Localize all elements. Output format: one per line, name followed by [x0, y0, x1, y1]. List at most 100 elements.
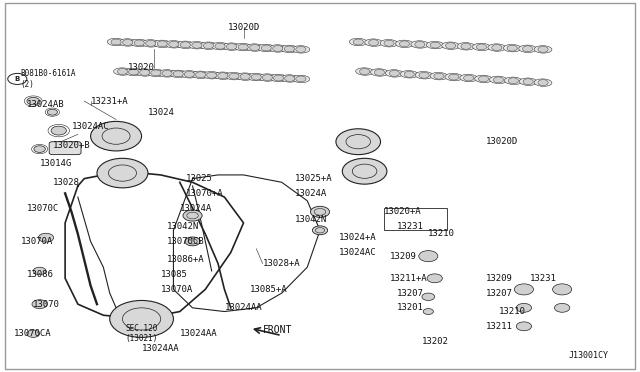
Circle shape — [122, 39, 132, 45]
Circle shape — [516, 322, 532, 331]
Circle shape — [157, 41, 168, 47]
Ellipse shape — [188, 42, 206, 49]
Text: 13024AC: 13024AC — [339, 248, 377, 257]
Circle shape — [240, 74, 250, 80]
Ellipse shape — [349, 38, 367, 46]
Text: 13024: 13024 — [148, 108, 175, 117]
Text: 13028+A: 13028+A — [262, 259, 300, 268]
Circle shape — [184, 71, 195, 77]
Text: 13020+A: 13020+A — [384, 207, 421, 217]
Circle shape — [463, 75, 474, 81]
Ellipse shape — [170, 70, 187, 77]
Ellipse shape — [225, 73, 243, 80]
Circle shape — [422, 293, 435, 301]
Ellipse shape — [380, 39, 398, 47]
Circle shape — [34, 146, 45, 153]
Text: 13024A: 13024A — [180, 203, 212, 213]
Ellipse shape — [371, 69, 388, 76]
Ellipse shape — [503, 45, 521, 52]
Ellipse shape — [180, 71, 198, 78]
Text: 13020: 13020 — [127, 63, 154, 72]
Circle shape — [273, 45, 283, 51]
Text: J13001CY: J13001CY — [568, 351, 609, 360]
Text: 13024AB: 13024AB — [27, 100, 65, 109]
Ellipse shape — [214, 72, 232, 79]
Circle shape — [195, 72, 205, 78]
Circle shape — [538, 80, 548, 86]
Circle shape — [207, 72, 217, 78]
Ellipse shape — [292, 46, 310, 53]
Circle shape — [284, 46, 294, 52]
Text: 13211+A: 13211+A — [390, 274, 428, 283]
Text: 13209: 13209 — [486, 274, 513, 283]
Bar — [384, 208, 447, 230]
Ellipse shape — [107, 38, 125, 46]
Circle shape — [538, 46, 548, 52]
Circle shape — [229, 73, 239, 79]
Ellipse shape — [200, 42, 218, 49]
Circle shape — [369, 40, 379, 46]
Circle shape — [151, 70, 161, 76]
Circle shape — [492, 45, 502, 51]
Ellipse shape — [203, 71, 221, 79]
Ellipse shape — [280, 45, 298, 52]
Text: 13042N: 13042N — [294, 215, 327, 224]
Circle shape — [461, 44, 471, 49]
Circle shape — [508, 78, 518, 84]
Ellipse shape — [472, 43, 490, 51]
Circle shape — [389, 70, 399, 76]
Circle shape — [192, 42, 202, 48]
Ellipse shape — [177, 41, 195, 48]
Ellipse shape — [365, 39, 383, 46]
Ellipse shape — [534, 46, 552, 53]
Ellipse shape — [430, 73, 448, 80]
Ellipse shape — [131, 39, 148, 46]
Circle shape — [273, 75, 284, 81]
Ellipse shape — [136, 69, 154, 76]
Circle shape — [516, 304, 532, 312]
Text: 13024AA: 13024AA — [225, 303, 262, 312]
Circle shape — [419, 251, 438, 262]
Ellipse shape — [460, 74, 477, 82]
Text: 13024A: 13024A — [294, 189, 327, 198]
Circle shape — [117, 68, 127, 74]
Ellipse shape — [518, 45, 536, 52]
Text: 13070A: 13070A — [20, 237, 52, 246]
Ellipse shape — [191, 71, 209, 78]
Circle shape — [479, 76, 489, 82]
Circle shape — [227, 44, 237, 49]
Text: B081B0-6161A
(2): B081B0-6161A (2) — [20, 69, 76, 89]
Text: 13086: 13086 — [27, 270, 54, 279]
Ellipse shape — [426, 41, 444, 49]
Circle shape — [180, 42, 191, 48]
Ellipse shape — [385, 70, 403, 77]
Circle shape — [51, 126, 67, 135]
Ellipse shape — [158, 70, 176, 77]
Circle shape — [27, 330, 40, 337]
Ellipse shape — [490, 76, 508, 84]
Circle shape — [251, 74, 261, 80]
Ellipse shape — [211, 42, 229, 50]
Text: 13086+A: 13086+A — [167, 255, 205, 264]
Circle shape — [312, 226, 328, 235]
Circle shape — [261, 45, 271, 51]
Text: 13070CA: 13070CA — [14, 329, 52, 338]
FancyBboxPatch shape — [49, 142, 81, 155]
Circle shape — [262, 75, 273, 80]
Ellipse shape — [534, 79, 552, 86]
Circle shape — [238, 44, 248, 50]
Ellipse shape — [292, 75, 310, 83]
Circle shape — [47, 109, 58, 115]
Ellipse shape — [504, 77, 522, 84]
Circle shape — [430, 42, 440, 48]
Text: 13070+A: 13070+A — [186, 189, 224, 198]
Ellipse shape — [415, 71, 433, 79]
Ellipse shape — [519, 78, 537, 86]
Circle shape — [215, 43, 225, 49]
Circle shape — [32, 300, 47, 309]
Text: 13025: 13025 — [186, 174, 213, 183]
Circle shape — [423, 309, 433, 314]
Text: 13085+A: 13085+A — [250, 285, 287, 294]
Text: 13024AA: 13024AA — [141, 344, 179, 353]
Ellipse shape — [445, 73, 463, 81]
